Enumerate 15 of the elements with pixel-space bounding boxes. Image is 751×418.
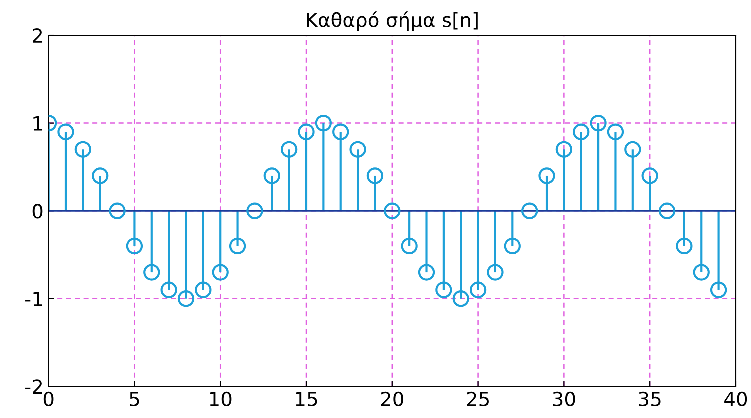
y-tick-label: 2 <box>33 28 42 43</box>
y-tick-label: 1 <box>34 116 42 131</box>
x-tick-label: 10 <box>210 392 232 407</box>
x-tick-label: 30 <box>553 392 576 407</box>
y-tick-label: -2 <box>26 380 42 394</box>
x-tick-label: 25 <box>467 392 489 407</box>
x-tick-label: 5 <box>130 392 140 407</box>
x-tick-label: 35 <box>639 392 661 407</box>
y-tick-label: 0 <box>32 204 43 219</box>
x-tick-label: 20 <box>381 392 404 407</box>
chart-title: Καθαρό σήμα s[n] <box>307 12 478 32</box>
x-tick-label: 40 <box>724 392 748 407</box>
y-tick-label: -1 <box>26 292 42 306</box>
x-tick-label: 15 <box>296 392 318 407</box>
x-tick-label: 0 <box>44 392 54 407</box>
